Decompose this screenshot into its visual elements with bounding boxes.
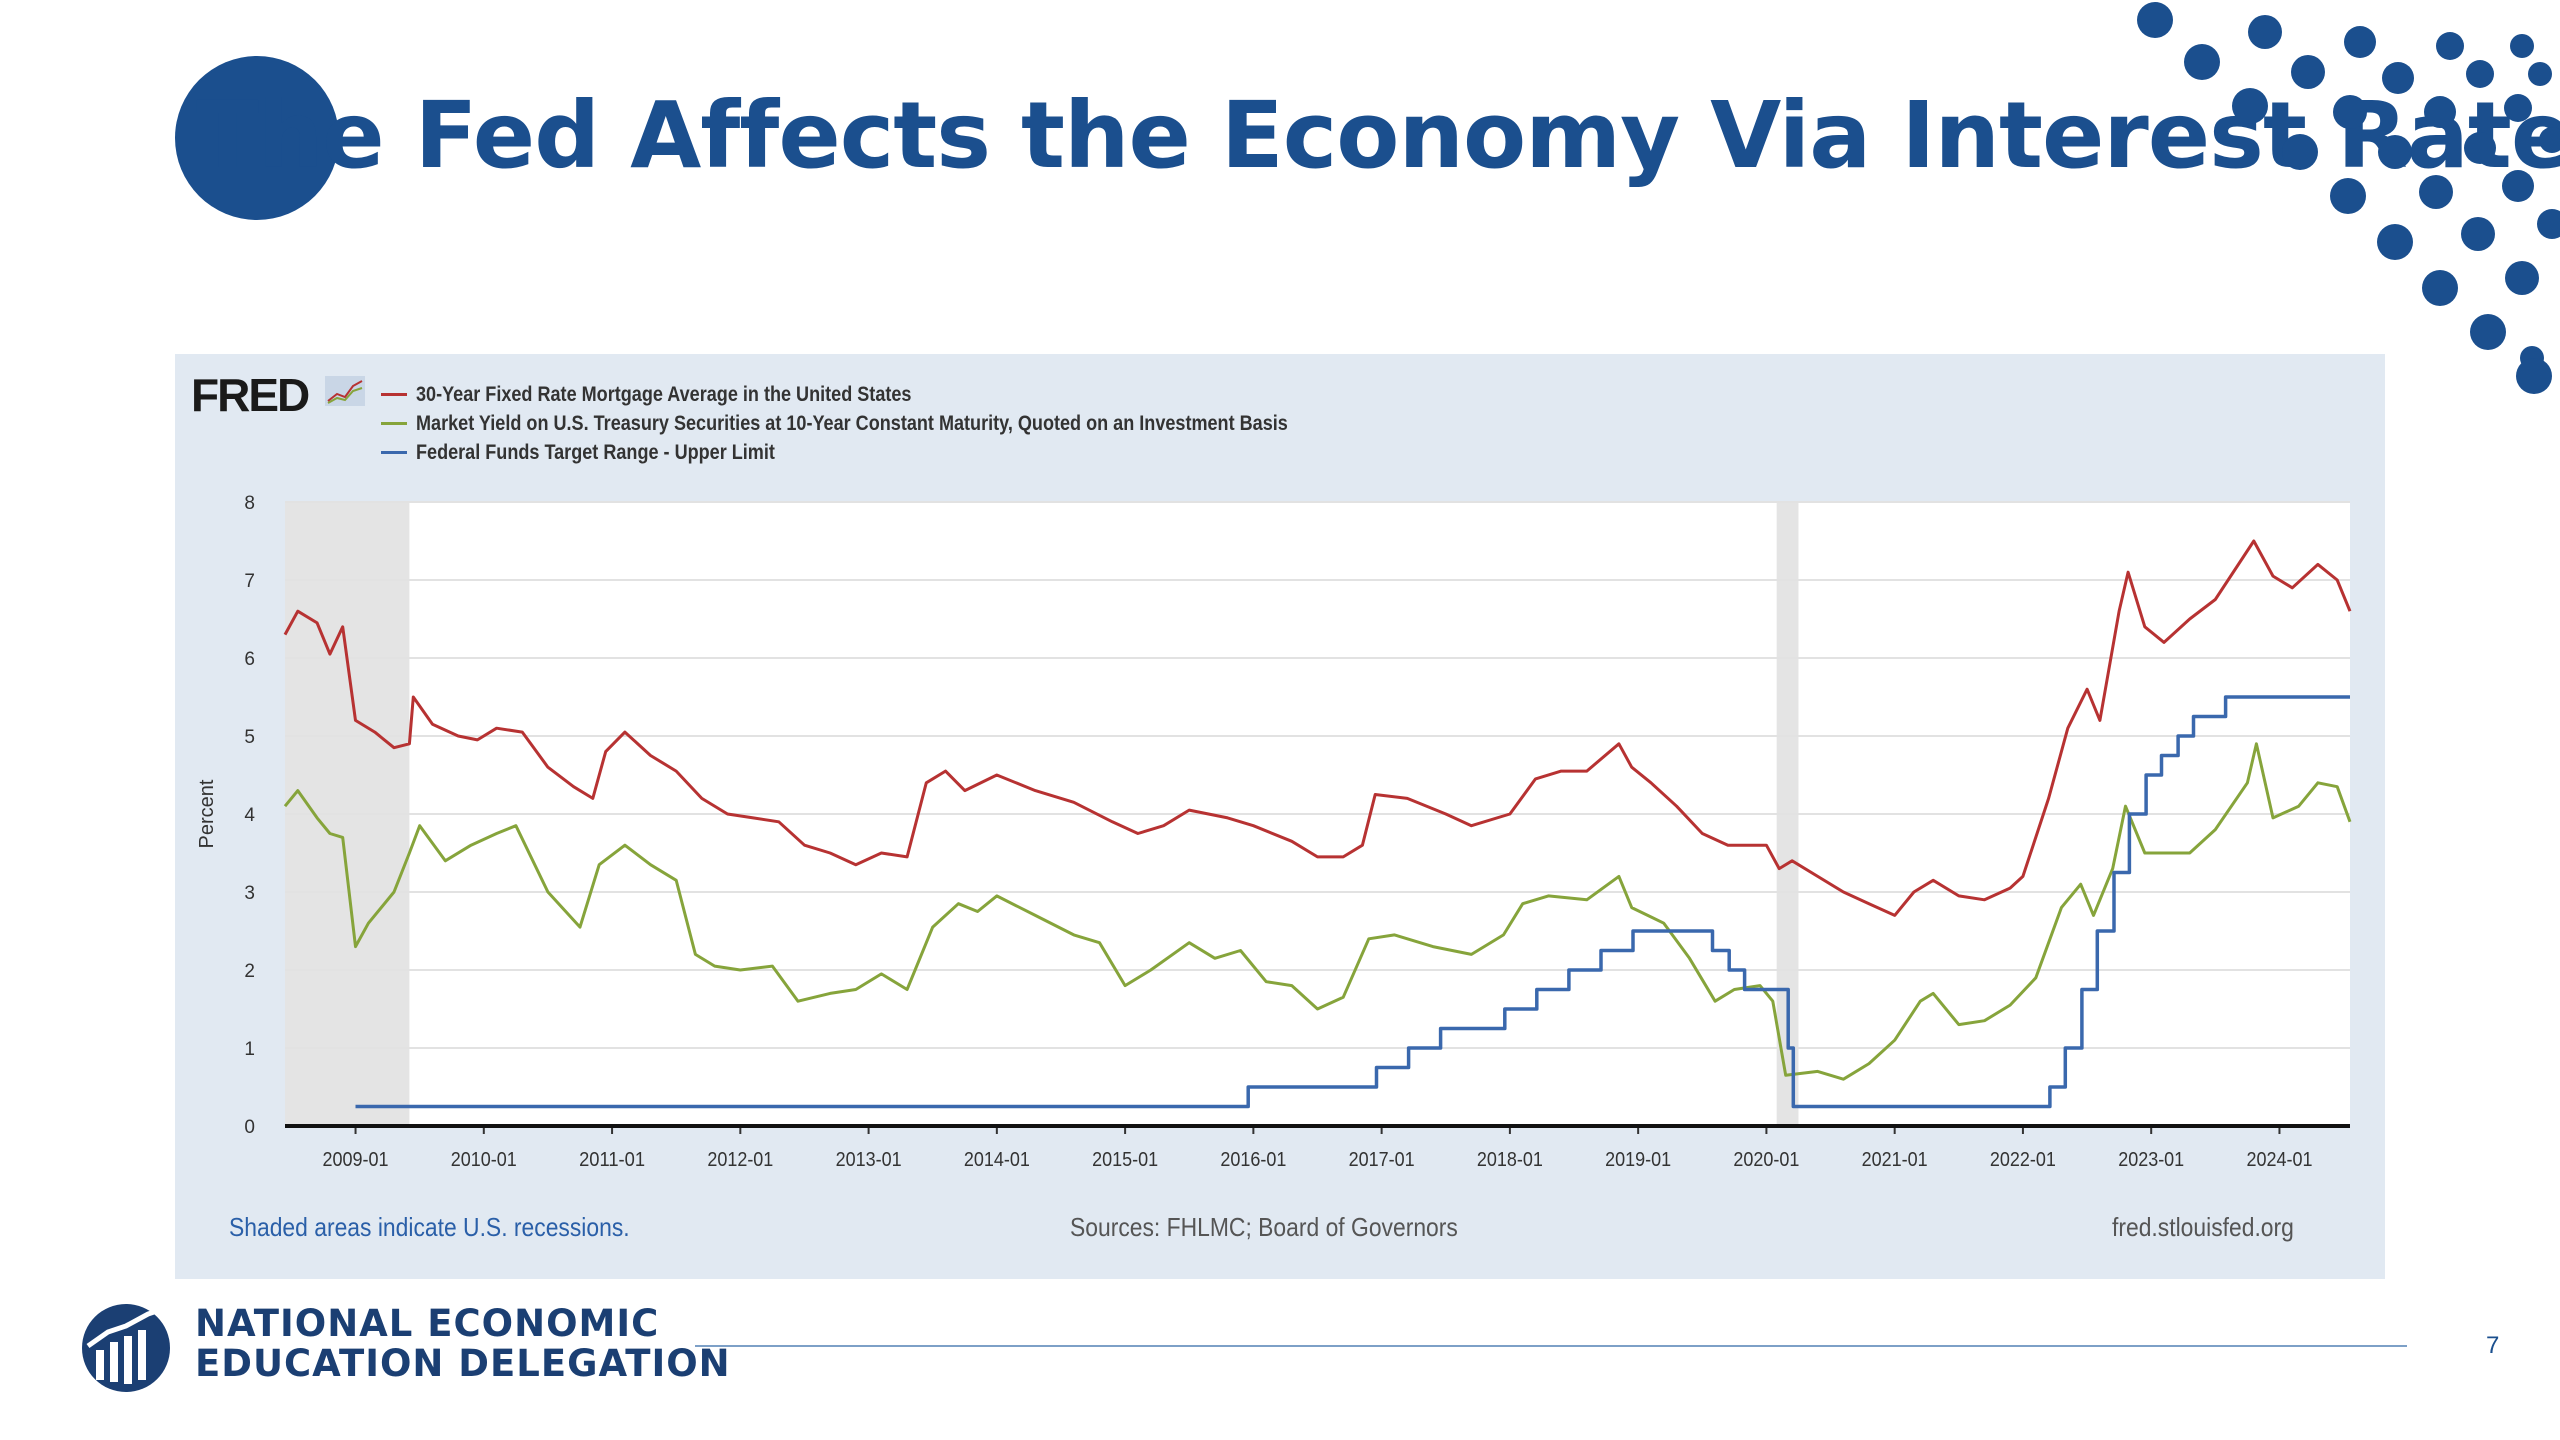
x-tick-label: 2019-01 bbox=[1605, 1149, 1671, 1171]
x-tick-label: 2016-01 bbox=[1220, 1149, 1286, 1171]
legend-entry: Market Yield on U.S. Treasury Securities… bbox=[381, 409, 1430, 438]
x-tick-label: 2020-01 bbox=[1733, 1149, 1799, 1171]
x-tick-label: 2013-01 bbox=[836, 1149, 902, 1171]
x-tick-label: 2017-01 bbox=[1349, 1149, 1415, 1171]
y-tick-label: 4 bbox=[244, 805, 255, 826]
y-tick-label: 6 bbox=[244, 649, 255, 670]
y-tick-label: 2 bbox=[244, 961, 255, 982]
y-tick-label: 5 bbox=[244, 727, 255, 748]
legend-label: 30-Year Fixed Rate Mortgage Average in t… bbox=[416, 382, 912, 406]
page-number: 7 bbox=[2486, 1332, 2500, 1359]
x-tick-label: 2022-01 bbox=[1990, 1149, 2056, 1171]
org-name-line1: NATIONAL ECONOMIC bbox=[195, 1302, 660, 1345]
fred-chart-panel: FRED 30-Year Fixed Rate Mortgage Average… bbox=[175, 354, 2385, 1279]
chart-plot: 0 1 2 3 4 5 6 7 8 2009-01 2010-01 2011-01 2012-01 201… bbox=[196, 493, 2352, 1171]
x-tick-label: 2018-01 bbox=[1477, 1149, 1543, 1171]
series-line-2 bbox=[283, 742, 2352, 1081]
chart-legend: 30-Year Fixed Rate Mortgage Average in t… bbox=[381, 380, 1430, 467]
need-logo-icon bbox=[82, 1304, 170, 1392]
y-tick-label: 3 bbox=[244, 883, 255, 904]
y-axis-label: Percent bbox=[196, 779, 218, 848]
fred-logo: FRED bbox=[191, 369, 310, 421]
legend-entry: Federal Funds Target Range - Upper Limit bbox=[381, 438, 1430, 467]
legend-entry: 30-Year Fixed Rate Mortgage Average in t… bbox=[381, 380, 1430, 409]
slide-title: The Fed Affects the Economy Via Interest… bbox=[196, 82, 2560, 189]
legend-swatch bbox=[381, 393, 407, 396]
footer-divider bbox=[695, 1345, 2407, 1347]
decorative-dot-pattern bbox=[2137, 2, 2560, 394]
x-tick-label: 2015-01 bbox=[1092, 1149, 1158, 1171]
x-tick-label: 2014-01 bbox=[964, 1149, 1030, 1171]
y-tick-label: 7 bbox=[244, 571, 255, 592]
y-tick-label: 0 bbox=[244, 1117, 255, 1138]
x-tick-label: 2021-01 bbox=[1862, 1149, 1928, 1171]
x-tick-label: 2010-01 bbox=[451, 1149, 517, 1171]
y-tick-label: 1 bbox=[244, 1039, 255, 1060]
org-name-line2: EDUCATION DELEGATION bbox=[195, 1342, 731, 1385]
x-tick-label: 2023-01 bbox=[2118, 1149, 2184, 1171]
x-tick-label: 2009-01 bbox=[323, 1149, 389, 1171]
legend-swatch bbox=[381, 422, 407, 425]
recession-note: Shaded areas indicate U.S. recessions. bbox=[229, 1212, 630, 1242]
organization-name: NATIONAL ECONOMIC EDUCATION DELEGATION bbox=[195, 1304, 731, 1384]
x-tick-label: 2012-01 bbox=[707, 1149, 773, 1171]
sources-note: Sources: FHLMC; Board of Governors bbox=[1070, 1212, 1458, 1242]
series-line-1 bbox=[283, 539, 2352, 917]
fred-site-link[interactable]: fred.stlouisfed.org bbox=[2112, 1212, 2294, 1242]
legend-label: Market Yield on U.S. Treasury Securities… bbox=[416, 411, 1288, 435]
x-tick-label: 2011-01 bbox=[579, 1149, 645, 1171]
legend-label: Federal Funds Target Range - Upper Limit bbox=[416, 440, 775, 464]
fred-graph-icon bbox=[325, 376, 365, 406]
y-tick-label: 8 bbox=[244, 493, 255, 514]
legend-swatch bbox=[381, 451, 407, 454]
title-accent-circle bbox=[175, 56, 339, 220]
series-line-3 bbox=[355, 695, 2350, 1109]
x-tick-label: 2024-01 bbox=[2246, 1149, 2312, 1171]
